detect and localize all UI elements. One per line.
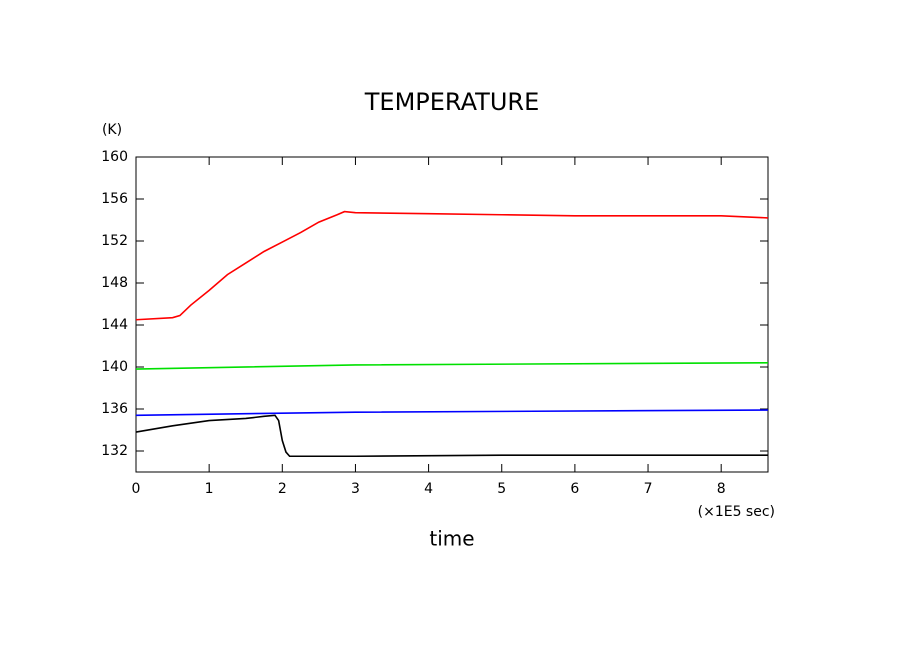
x-tick-label: 1	[205, 481, 214, 497]
x-tick-label: 7	[644, 481, 653, 497]
chart-title: TEMPERATURE	[364, 88, 540, 116]
y-tick-label: 156	[101, 191, 128, 207]
x-tick-label: 2	[278, 481, 287, 497]
data-line	[135, 210, 769, 321]
y-tick-label: 140	[101, 359, 128, 375]
x-tick-label: 5	[497, 481, 506, 497]
y-tick-label: 152	[101, 233, 128, 249]
x-tick-label: 3	[351, 481, 360, 497]
y-tick-label: 160	[101, 149, 128, 165]
x-tick-label: 8	[717, 481, 726, 497]
x-unit: (×1E5 sec)	[698, 504, 775, 520]
data-line	[135, 362, 769, 370]
y-tick-label: 144	[101, 317, 128, 333]
y-tick-label: 132	[101, 443, 128, 459]
plot-frame	[135, 156, 769, 473]
data-line	[135, 409, 769, 417]
x-tick-label: 6	[570, 481, 579, 497]
data-line	[135, 414, 768, 458]
x-axis-label: time	[429, 527, 474, 551]
x-tick-label: 4	[424, 481, 433, 497]
y-unit: (K)	[102, 122, 122, 138]
x-tick-label: 0	[132, 481, 141, 497]
y-tick-label: 136	[101, 401, 128, 417]
y-tick-label: 148	[101, 275, 128, 291]
